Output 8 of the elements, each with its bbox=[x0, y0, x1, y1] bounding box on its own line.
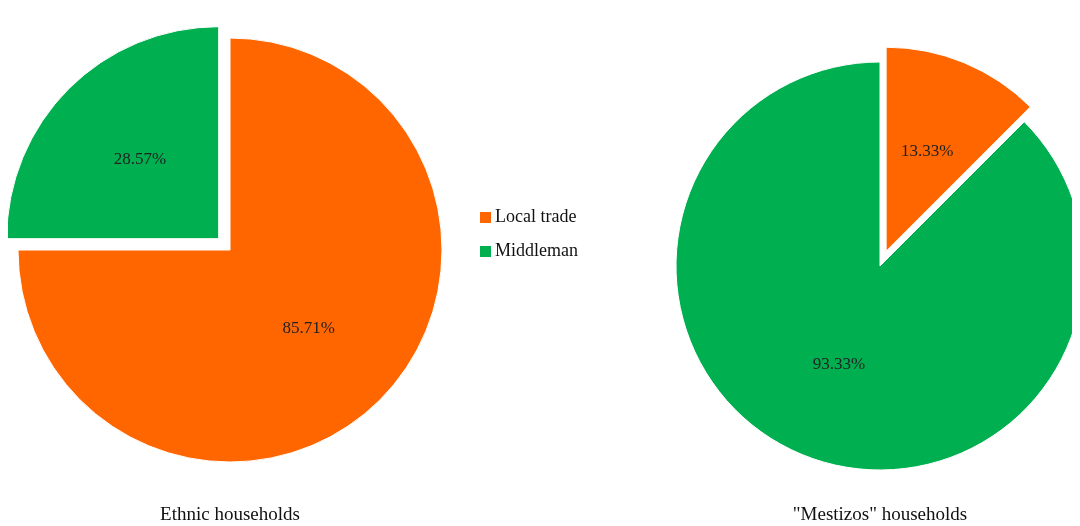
legend-label: Middleman bbox=[495, 240, 578, 261]
text: Ethnic households bbox=[160, 503, 300, 524]
text: "Mestizos" households bbox=[792, 503, 968, 524]
data-label: 93.33% bbox=[812, 353, 866, 373]
data-label: 85.71% bbox=[282, 317, 335, 337]
data-label: 28.57% bbox=[113, 148, 167, 168]
legend-label: Local trade bbox=[495, 206, 577, 227]
data-label: 13.33% bbox=[900, 141, 954, 161]
